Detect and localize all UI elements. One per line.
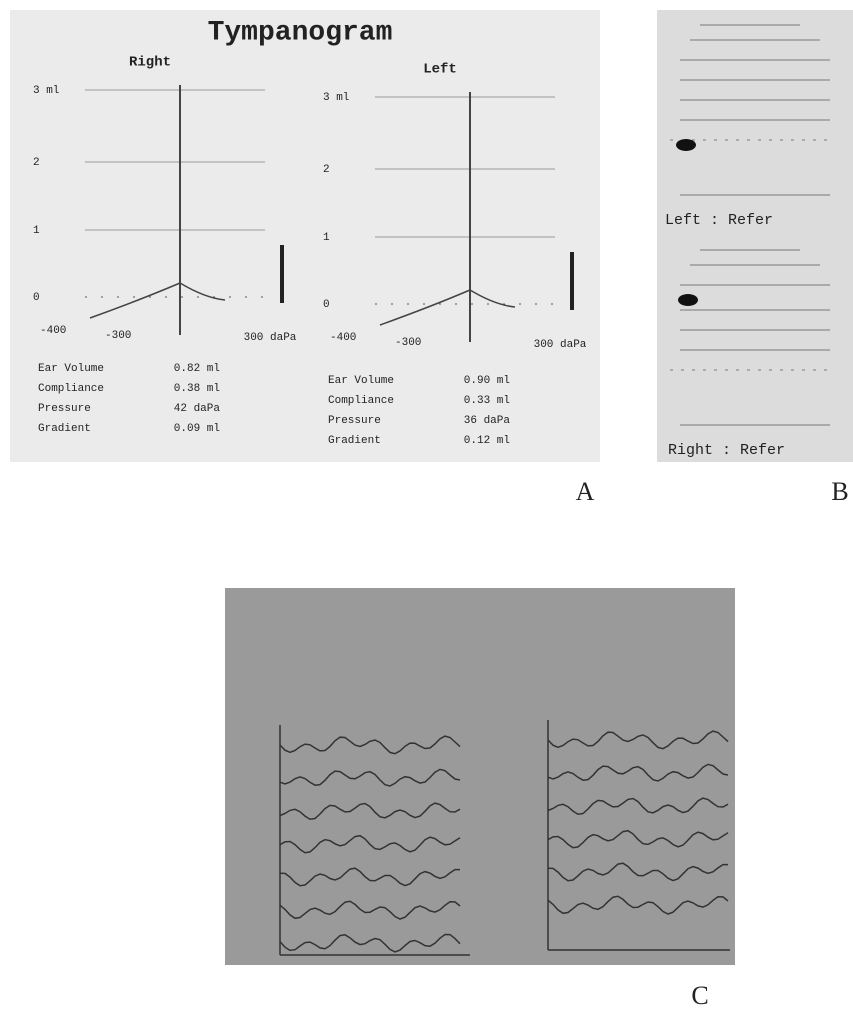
x-tick-label: 300 daPa: [534, 339, 587, 351]
y-tick-label: 3 ml: [33, 85, 59, 97]
waveform: [547, 730, 729, 750]
ear-name: Left: [423, 62, 457, 78]
waveform: [279, 735, 461, 755]
x-tick-label: -400: [330, 332, 356, 344]
measure-value: 0.33 ml: [464, 395, 510, 407]
waveform: [279, 867, 460, 887]
panel-label: B: [831, 477, 848, 506]
panel-label: C: [691, 981, 708, 1010]
measure-name: Pressure: [328, 415, 381, 427]
panel-c: [225, 588, 735, 965]
y-tick-label: 3 ml: [323, 92, 349, 104]
measure-value: 36 daPa: [464, 415, 511, 427]
volume-bar: [280, 245, 284, 303]
y-tick-label: 0: [33, 292, 40, 304]
screening-result: Left : Refer: [665, 212, 773, 229]
measure-name: Pressure: [38, 403, 91, 415]
measure-value: 0.38 ml: [174, 383, 220, 395]
measure-value: 0.12 ml: [464, 435, 510, 447]
waveform: [279, 802, 461, 820]
x-tick-label: -300: [395, 337, 421, 349]
waveform: [279, 768, 461, 787]
panel-a: [10, 10, 600, 462]
measure-name: Ear Volume: [38, 363, 104, 375]
y-tick-label: 2: [33, 157, 40, 169]
measure-value: 0.82 ml: [174, 363, 220, 375]
waveform: [279, 933, 461, 953]
y-tick-label: 2: [323, 164, 330, 176]
panel-a-title: Tympanogram: [208, 17, 393, 48]
panel-b: [657, 10, 853, 462]
x-tick-label: -400: [40, 325, 66, 337]
measure-name: Compliance: [38, 383, 104, 395]
measure-value: 0.90 ml: [464, 375, 510, 387]
measure-value: 0.09 ml: [174, 423, 220, 435]
screening-result: Right : Refer: [668, 442, 785, 459]
waveform: [547, 895, 729, 915]
waveform: [279, 834, 461, 854]
x-tick-label: 300 daPa: [244, 332, 297, 344]
volume-bar: [570, 252, 574, 310]
tympanogram-curve: [89, 282, 226, 319]
waveform: [547, 797, 729, 815]
measure-name: Gradient: [38, 423, 91, 435]
printout-b: [670, 24, 830, 426]
x-tick-label: -300: [105, 330, 131, 342]
waveforms-c: [279, 720, 730, 956]
waveform: [547, 763, 729, 782]
waveform: [279, 900, 461, 920]
panel-label: A: [576, 477, 595, 506]
measure-name: Ear Volume: [328, 375, 394, 387]
measure-name: Compliance: [328, 395, 394, 407]
ear-name: Right: [129, 55, 171, 71]
y-tick-label: 1: [33, 225, 40, 237]
y-tick-label: 1: [323, 232, 330, 244]
waveform: [547, 829, 729, 849]
measure-name: Gradient: [328, 435, 381, 447]
tympanogram-curve: [379, 289, 516, 326]
measure-value: 42 daPa: [174, 403, 221, 415]
waveform: [547, 862, 728, 882]
y-tick-label: 0: [323, 299, 330, 311]
